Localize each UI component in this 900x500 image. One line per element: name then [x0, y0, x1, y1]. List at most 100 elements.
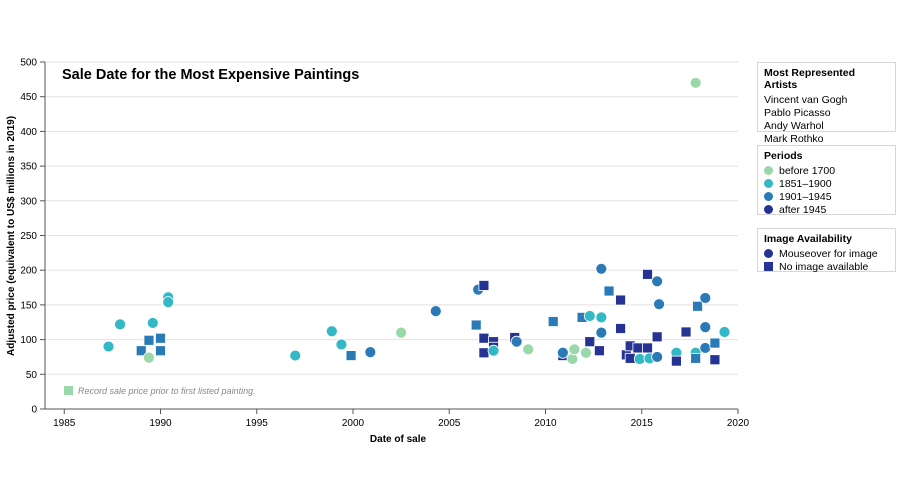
legend-artist-label: Vincent van Gogh	[764, 93, 848, 106]
data-point	[155, 332, 166, 344]
data-point	[615, 323, 626, 334]
legend-artist-item[interactable]: Vincent van Gogh	[764, 93, 889, 106]
data-point	[143, 334, 155, 346]
x-tick-label: 2010	[534, 418, 557, 429]
y-tick-label: 350	[20, 162, 37, 173]
data-point	[690, 352, 702, 364]
data-point	[642, 342, 653, 354]
data-point	[325, 325, 338, 338]
data-point	[335, 338, 348, 351]
legend-image-item[interactable]: Mouseover for image	[764, 247, 889, 260]
legend-period-item[interactable]: 1851–1900	[764, 177, 889, 190]
x-tick-label: 1985	[53, 418, 76, 429]
x-tick-label: 2015	[631, 418, 654, 429]
legend-period-item[interactable]: 1901–1945	[764, 190, 889, 203]
legend-period-label: after 1945	[779, 203, 827, 216]
data-point	[478, 332, 490, 344]
data-point	[510, 335, 523, 348]
x-tick-label: 2020	[727, 418, 750, 429]
legend-period-item[interactable]: after 1945	[764, 203, 889, 216]
circle-marker-icon	[764, 249, 773, 258]
legend-image-label: Mouseover for image	[779, 247, 878, 260]
data-point	[699, 342, 712, 354]
legend-periods: Periods before 1700 1851–1900 1901–1945 …	[757, 145, 896, 216]
circle-marker-icon	[764, 192, 773, 201]
data-point	[135, 345, 147, 357]
data-point	[143, 351, 155, 364]
data-point	[395, 326, 408, 339]
data-point	[699, 292, 712, 304]
axes	[40, 61, 739, 414]
tick-labels: 0 50 100 150 200 250 300 350 400 450 500 1985 1990 19…	[20, 58, 749, 430]
data-point	[547, 316, 559, 327]
x-tick-label: 2005	[438, 418, 461, 429]
data-point	[651, 331, 663, 343]
annotation-marker	[64, 386, 73, 395]
data-point	[595, 311, 608, 324]
data-points	[102, 76, 731, 367]
x-tick-label: 1990	[149, 418, 172, 429]
y-tick-label: 100	[20, 335, 37, 346]
data-point	[624, 352, 636, 364]
data-point	[487, 344, 500, 357]
data-point	[114, 318, 126, 331]
legend-artist-label: Pablo Picasso	[764, 106, 831, 119]
data-point	[651, 275, 664, 288]
data-point	[709, 337, 721, 349]
data-point	[478, 347, 490, 359]
data-point	[671, 355, 682, 367]
data-point	[289, 349, 302, 362]
data-point	[651, 351, 664, 363]
data-point	[155, 345, 166, 357]
annotation-text: Record sale price prior to first listed …	[78, 386, 256, 396]
data-point	[580, 346, 592, 359]
data-point	[595, 326, 608, 339]
legend-periods-title: Periods	[764, 150, 803, 162]
legend-artist-item[interactable]: Andy Warhol	[764, 119, 889, 132]
legend-artist-item[interactable]: Pablo Picasso	[764, 106, 889, 119]
legend-images-title: Image Availability	[764, 233, 852, 245]
data-point	[594, 345, 605, 357]
y-tick-label: 450	[20, 92, 37, 103]
y-tick-label: 150	[20, 300, 37, 311]
data-point	[603, 285, 615, 297]
y-tick-label: 50	[26, 370, 38, 381]
gridlines	[45, 61, 738, 375]
data-point	[478, 280, 490, 291]
data-point	[429, 305, 442, 318]
data-point	[470, 319, 482, 331]
x-axis-label: Date of sale	[370, 434, 427, 445]
legend-period-item[interactable]: before 1700	[764, 164, 889, 177]
legend-artist-item[interactable]: Mark Rothko	[764, 132, 889, 145]
data-point	[632, 342, 644, 354]
legend-image-availability: Image Availability Mouseover for image N…	[757, 228, 896, 273]
chart-title: Sale Date for the Most Expensive Paintin…	[62, 67, 359, 83]
data-point	[146, 317, 159, 329]
y-tick-label: 200	[20, 266, 37, 277]
x-tick-label: 2000	[342, 418, 365, 429]
data-point	[689, 76, 702, 89]
y-tick-label: 0	[31, 405, 37, 416]
data-point	[522, 343, 535, 356]
data-point	[595, 262, 608, 275]
y-tick-label: 250	[20, 231, 37, 242]
legend-artists-title: Most Represented Artists	[764, 67, 856, 91]
legend-period-label: before 1700	[779, 164, 836, 177]
square-marker-icon	[764, 262, 773, 271]
data-point	[699, 321, 712, 334]
data-point	[642, 268, 653, 280]
x-tick-label: 1995	[246, 418, 269, 429]
y-tick-label: 500	[20, 58, 37, 69]
data-point	[364, 346, 377, 358]
circle-marker-icon	[764, 179, 773, 188]
data-point	[583, 310, 596, 322]
legend-artist-label: Mark Rothko	[764, 132, 824, 145]
legend-artist-label: Andy Warhol	[764, 119, 824, 132]
data-point	[345, 350, 357, 361]
legend-image-item[interactable]: No image available	[764, 260, 889, 273]
data-point	[709, 354, 721, 366]
data-point	[680, 326, 692, 338]
legend-period-label: 1901–1945	[779, 190, 832, 203]
legend-image-label: No image available	[779, 260, 869, 273]
